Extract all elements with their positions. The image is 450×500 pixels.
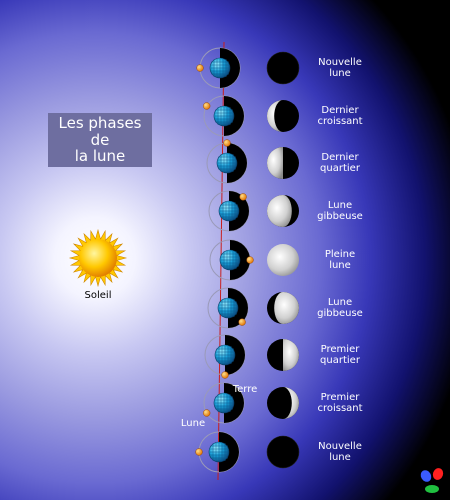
moon-phase-icon [267, 147, 299, 179]
title-line-2: de [90, 130, 110, 149]
moon-phase-icon [267, 292, 299, 324]
orbit-cells [195, 47, 254, 473]
orbit-cell [207, 287, 249, 329]
moon-label: Lune [180, 418, 206, 429]
earth-label: Terre [232, 384, 258, 395]
phase-label-line-2: quartier [320, 163, 360, 174]
phase-label: Lune gibbeuse [295, 200, 385, 222]
sun-icon [79, 239, 117, 277]
orbit-cell [209, 239, 254, 281]
orbit-cell [203, 95, 245, 137]
phase-label-line-2: croissant [317, 403, 363, 414]
moon-phase-icon [267, 195, 299, 227]
earth-grid [220, 202, 238, 220]
phase-label-line-2: croissant [317, 116, 363, 127]
title-line-1: Les phases [58, 114, 142, 132]
moon-phase-icons [266, 51, 300, 469]
sun-label: Soleil [84, 290, 112, 301]
earth-grid [216, 346, 234, 364]
moon-marker [221, 371, 229, 379]
phase-label-line-2: gibbeuse [317, 308, 363, 319]
phase-label-line-2: gibbeuse [317, 211, 363, 222]
phase-label-line-1: Nouvelle [318, 57, 362, 68]
phase-label-line-1: Dernier [321, 105, 359, 116]
moon-marker [195, 448, 203, 456]
phase-label: Dernier croissant [295, 105, 385, 127]
phase-label: Premier quartier [295, 344, 385, 366]
moon-phase-icon [267, 339, 299, 371]
moon-marker [246, 256, 254, 264]
moon-phase-icon [266, 435, 300, 469]
orbit-cell [196, 47, 241, 89]
phase-label: Pleine lune [295, 249, 385, 271]
phase-label-line-2: lune [329, 68, 351, 79]
title-line-3: la lune [74, 147, 126, 165]
moon-marker [196, 64, 204, 72]
moon-phase-icon [267, 387, 299, 419]
phase-label-line-2: lune [329, 260, 351, 271]
phase-label-line-1: Premier [320, 344, 360, 355]
earth-grid [211, 59, 229, 77]
phase-label: Lune gibbeuse [295, 297, 385, 319]
sun-group [68, 228, 128, 288]
moon-marker [203, 102, 211, 110]
earth-grid [221, 251, 239, 269]
orbit-cell [195, 431, 240, 473]
phase-label-line-1: Pleine [324, 249, 356, 260]
phase-label-line-1: Premier [320, 392, 360, 403]
phase-label-line-2: quartier [320, 355, 360, 366]
moon-marker [203, 409, 211, 417]
phase-label: Premier croissant [295, 392, 385, 414]
earth-grid [215, 394, 233, 412]
phase-label-line-1: Dernier [321, 152, 359, 163]
phase-label-line-1: Nouvelle [318, 441, 362, 452]
phase-label: Nouvelle lune [295, 441, 385, 463]
phase-label: Dernier quartier [295, 152, 385, 174]
orbit-cell [203, 382, 245, 424]
moon-phase-icon [267, 244, 299, 276]
title-box: Les phases de la lune [48, 113, 152, 167]
orbit-cell [208, 190, 250, 232]
earth-grid [218, 154, 236, 172]
orbit-cell [206, 139, 248, 184]
phase-label-line-2: lune [329, 452, 351, 463]
earth-grid [210, 443, 228, 461]
moon-marker [239, 193, 247, 201]
moon-marker [223, 139, 231, 147]
orbit-cell [204, 334, 246, 379]
phase-label: Nouvelle lune [295, 57, 385, 79]
phase-label-line-1: Lune [327, 297, 353, 308]
logo-icon [420, 468, 444, 493]
earth-grid [219, 299, 237, 317]
moon-phase-icon [267, 100, 299, 132]
moon-phase-icon [266, 51, 300, 85]
earth-grid [215, 107, 233, 125]
moon-marker [238, 318, 246, 326]
phase-label-line-1: Lune [327, 200, 353, 211]
